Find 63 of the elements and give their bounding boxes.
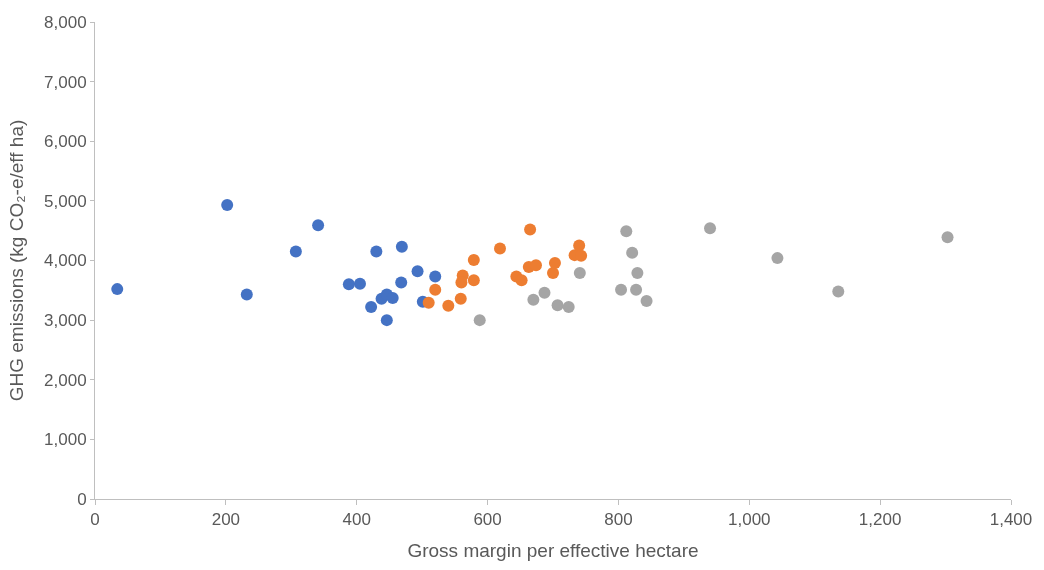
point bbox=[342, 278, 355, 291]
point bbox=[527, 293, 540, 306]
x-tick-label: 800 bbox=[604, 510, 633, 530]
point bbox=[562, 301, 575, 313]
point bbox=[548, 256, 561, 269]
y-tick-label: 0 bbox=[77, 489, 87, 509]
point bbox=[530, 259, 542, 272]
point bbox=[620, 225, 633, 238]
point bbox=[395, 276, 408, 289]
y-tick-label: 6,000 bbox=[44, 132, 87, 152]
point bbox=[370, 245, 383, 258]
point bbox=[515, 274, 528, 287]
x-tick-label: 400 bbox=[342, 510, 371, 530]
point bbox=[312, 219, 325, 232]
point bbox=[454, 292, 467, 305]
point bbox=[111, 283, 124, 296]
x-axis-title: Gross margin per effective hectare bbox=[407, 540, 699, 562]
point bbox=[771, 252, 784, 265]
y-axis-title: GHG emissions (kg CO₂-e/eff ha) bbox=[5, 119, 27, 402]
point bbox=[429, 270, 442, 283]
point bbox=[640, 295, 653, 308]
x-tick-label: 1,000 bbox=[728, 510, 771, 530]
point bbox=[573, 239, 586, 252]
point bbox=[524, 223, 537, 236]
y-tick-label: 5,000 bbox=[44, 191, 87, 211]
point bbox=[442, 299, 455, 312]
point bbox=[473, 314, 486, 327]
point bbox=[626, 246, 639, 259]
point bbox=[832, 285, 845, 298]
point bbox=[494, 242, 506, 255]
x-tick-label: 1,400 bbox=[989, 510, 1033, 530]
x-tick-label: 0 bbox=[90, 510, 100, 530]
point bbox=[630, 283, 643, 296]
point bbox=[395, 240, 408, 253]
x-tick-label: 600 bbox=[473, 510, 502, 530]
point bbox=[289, 245, 302, 258]
point bbox=[240, 288, 253, 301]
point bbox=[704, 222, 717, 235]
y-tick-label: 8,000 bbox=[44, 12, 87, 32]
point bbox=[551, 299, 564, 312]
point bbox=[547, 267, 559, 280]
point bbox=[941, 231, 954, 244]
x-tick-label: 1,200 bbox=[858, 510, 902, 530]
point bbox=[221, 199, 234, 212]
y-tick-label: 7,000 bbox=[44, 72, 87, 92]
point bbox=[615, 283, 628, 296]
y-tick-label: 4,000 bbox=[44, 251, 87, 271]
point bbox=[467, 253, 480, 266]
y-tick-label: 2,000 bbox=[44, 370, 87, 390]
point bbox=[631, 267, 644, 280]
y-tick-label: 3,000 bbox=[44, 311, 87, 331]
y-tick-label: 1,000 bbox=[44, 430, 87, 450]
point bbox=[538, 286, 551, 299]
x-tick-label: 200 bbox=[211, 510, 241, 530]
point bbox=[467, 274, 480, 287]
point bbox=[411, 265, 424, 278]
point bbox=[573, 267, 586, 280]
point bbox=[380, 314, 393, 327]
point bbox=[386, 292, 399, 305]
point bbox=[422, 296, 435, 309]
point bbox=[354, 277, 366, 290]
point bbox=[365, 301, 378, 313]
point bbox=[429, 283, 442, 296]
